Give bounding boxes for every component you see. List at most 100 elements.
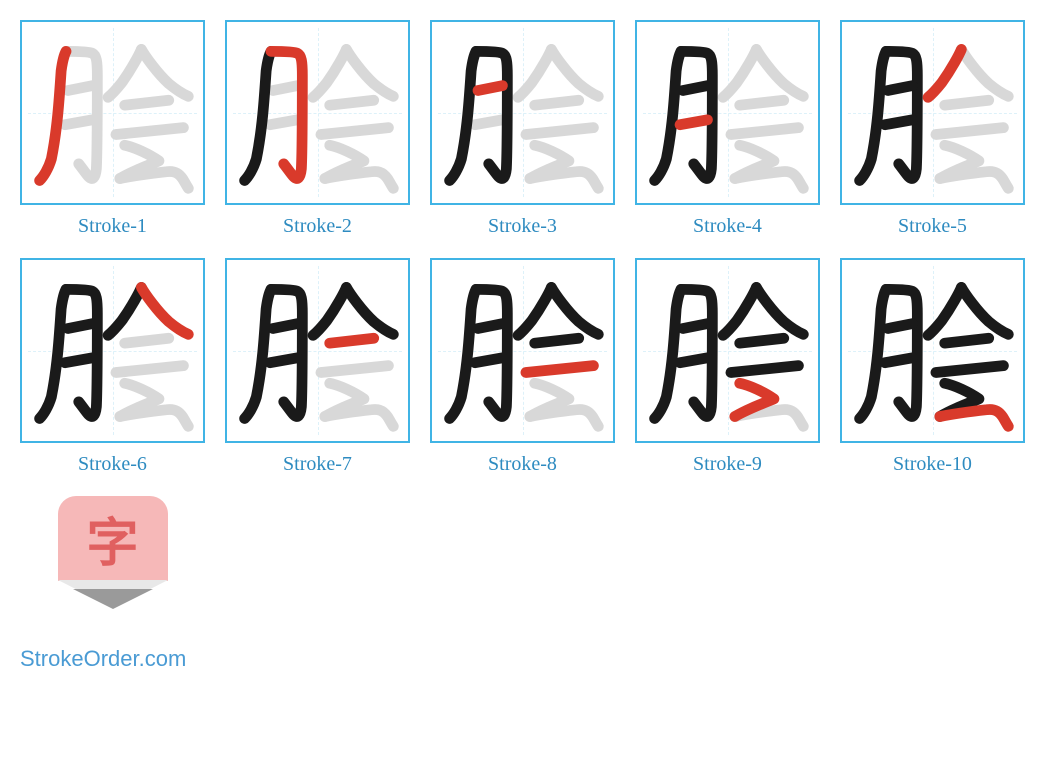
stroke-current: [526, 366, 594, 373]
stroke-done: [518, 287, 551, 335]
stroke-future: [125, 100, 169, 105]
stroke-done: [928, 287, 961, 335]
logo-cell: 字: [20, 496, 205, 616]
character-glyph: [22, 260, 203, 441]
stroke-future: [535, 100, 579, 105]
character-glyph: [22, 22, 203, 203]
stroke-done: [273, 324, 297, 329]
stroke-tile: [840, 258, 1025, 443]
stroke-done: [65, 358, 92, 363]
stroke-label: Stroke-1: [78, 215, 147, 238]
stroke-done: [535, 338, 579, 343]
stroke-tile: [430, 258, 615, 443]
stroke-future: [723, 49, 756, 97]
stroke-done: [270, 358, 297, 363]
stroke-cell-2: Stroke-2: [225, 20, 410, 238]
stroke-done: [731, 366, 799, 373]
character-glyph: [227, 260, 408, 441]
stroke-cell-7: Stroke-7: [225, 258, 410, 476]
stroke-label: Stroke-5: [898, 215, 967, 238]
stroke-future: [330, 100, 374, 105]
stroke-tile: [635, 258, 820, 443]
character-glyph: [227, 22, 408, 203]
stroke-current: [940, 409, 1008, 426]
stroke-done: [476, 51, 507, 178]
stroke-cell-9: Stroke-9: [635, 258, 820, 476]
stroke-label: Stroke-7: [283, 453, 352, 476]
stroke-label: Stroke-4: [693, 215, 762, 238]
stroke-done: [245, 51, 271, 180]
stroke-done: [346, 287, 393, 334]
stroke-done: [475, 358, 502, 363]
stroke-done: [683, 86, 707, 91]
stroke-tile: [225, 20, 410, 205]
stroke-current: [141, 287, 188, 334]
stroke-cell-3: Stroke-3: [430, 20, 615, 238]
stroke-cell-8: Stroke-8: [430, 258, 615, 476]
stroke-done: [888, 324, 912, 329]
stroke-done: [936, 366, 1004, 373]
character-glyph: [637, 260, 818, 441]
stroke-tile: [20, 20, 205, 205]
stroke-cell-1: Stroke-1: [20, 20, 205, 238]
stroke-cell-6: Stroke-6: [20, 258, 205, 476]
stroke-done: [450, 289, 476, 418]
stroke-tile: [20, 258, 205, 443]
stroke-done: [680, 358, 707, 363]
stroke-done: [655, 51, 681, 180]
stroke-done: [683, 324, 707, 329]
stroke-future: [273, 86, 297, 91]
stroke-done: [450, 51, 476, 180]
stroke-done: [945, 338, 989, 343]
stroke-label: Stroke-9: [693, 453, 762, 476]
watermark-text: StrokeOrder.com: [20, 646, 1030, 672]
stroke-done: [655, 289, 681, 418]
stroke-future: [125, 338, 169, 343]
character-glyph: [432, 22, 613, 203]
stroke-future: [65, 120, 92, 125]
stroke-future: [108, 49, 141, 97]
stroke-done: [68, 324, 92, 329]
stroke-done: [740, 338, 784, 343]
stroke-done: [860, 51, 886, 180]
stroke-future: [321, 366, 389, 373]
character-glyph: [842, 260, 1023, 441]
stroke-tile: [840, 20, 1025, 205]
stroke-future: [270, 120, 297, 125]
stroke-tile: [430, 20, 615, 205]
stroke-future: [68, 86, 92, 91]
stroke-label: Stroke-10: [893, 453, 972, 476]
stroke-current: [680, 120, 707, 125]
stroke-future: [518, 49, 551, 97]
stroke-future: [936, 128, 1004, 135]
stroke-done: [860, 289, 886, 418]
stroke-done: [551, 287, 598, 334]
stroke-current: [478, 86, 502, 91]
stroke-future: [116, 128, 184, 135]
stroke-label: Stroke-2: [283, 215, 352, 238]
stroke-future: [346, 49, 393, 96]
stroke-future: [141, 49, 188, 96]
stroke-done: [313, 287, 346, 335]
stroke-current: [330, 338, 374, 343]
stroke-cell-4: Stroke-4: [635, 20, 820, 238]
stroke-done: [888, 86, 912, 91]
stroke-label: Stroke-8: [488, 453, 557, 476]
stroke-done: [478, 324, 502, 329]
stroke-label: Stroke-3: [488, 215, 557, 238]
stroke-done: [961, 287, 1008, 334]
stroke-future: [756, 49, 803, 96]
stroke-done: [756, 287, 803, 334]
stroke-cell-10: Stroke-10: [840, 258, 1025, 476]
stroke-cell-5: Stroke-5: [840, 20, 1025, 238]
stroke-done: [885, 120, 912, 125]
stroke-done: [723, 287, 756, 335]
character-glyph: [842, 22, 1023, 203]
stroke-label: Stroke-6: [78, 453, 147, 476]
stroke-done: [40, 289, 66, 418]
stroke-future: [321, 128, 389, 135]
stroke-current: [40, 51, 66, 180]
stroke-tile: [225, 258, 410, 443]
stroke-done: [885, 358, 912, 363]
stroke-future: [731, 128, 799, 135]
